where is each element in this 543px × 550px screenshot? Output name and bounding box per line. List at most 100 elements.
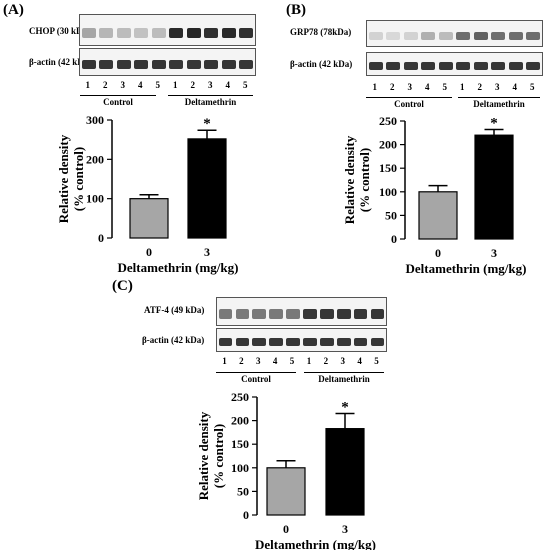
- lane-number: 3: [407, 82, 413, 92]
- blot-band: [204, 27, 219, 38]
- blot-band: [370, 309, 385, 319]
- lane-number: 3: [120, 80, 126, 90]
- blot-band: [169, 59, 184, 69]
- significance-marker: *: [490, 115, 498, 131]
- panel-a-target-label: CHOP (30 kDa): [29, 26, 91, 36]
- lane-number: 5: [374, 356, 379, 366]
- blot-band: [218, 309, 233, 319]
- blot-band: [526, 31, 541, 40]
- lane-number: 2: [323, 356, 329, 366]
- y-axis-label: Relative density(% control): [56, 134, 86, 223]
- lane-number: 1: [85, 80, 91, 90]
- blot-band: [235, 309, 250, 319]
- blot-band: [269, 309, 283, 319]
- y-tick-label: 200: [86, 152, 104, 166]
- blot-band: [116, 59, 131, 69]
- y-tick-label: 100: [86, 192, 104, 206]
- lane-number: 2: [390, 82, 395, 92]
- blot-band: [286, 309, 300, 319]
- blot-band: [456, 31, 471, 40]
- blot-band: [320, 338, 334, 346]
- panel-b-target-label: GRP78 (78kDa): [290, 27, 352, 37]
- blot-band: [252, 309, 266, 319]
- lane-number: 4: [272, 356, 278, 366]
- significance-marker: *: [341, 400, 349, 416]
- lane-number: 5: [243, 80, 248, 90]
- blot-band: [421, 62, 436, 70]
- lane-number: 1: [173, 80, 178, 90]
- blot-band: [336, 309, 351, 319]
- x-tick-label: 0: [435, 246, 441, 260]
- lane-number: 1: [222, 356, 227, 366]
- blot-band: [81, 27, 96, 38]
- panel-b-letter: (B): [286, 2, 306, 18]
- y-tick-label: 150: [379, 161, 397, 175]
- panel-c-treated-label: Deltamethrin: [318, 374, 370, 384]
- lane-number: 2: [190, 80, 196, 90]
- blot-band: [508, 62, 523, 70]
- blot-band: [303, 309, 317, 319]
- x-tick-label: 0: [283, 522, 289, 536]
- blot-band: [403, 31, 418, 40]
- blot-band: [151, 27, 166, 38]
- panel-c-treated-line: [304, 372, 384, 373]
- panel-a-actin-blot: [79, 48, 256, 76]
- panel-c-control-line: [216, 372, 296, 373]
- y-tick-label: 250: [379, 114, 397, 128]
- blot-band: [336, 338, 351, 346]
- blot-band: [99, 27, 114, 38]
- lane-number: 3: [340, 356, 346, 366]
- x-tick-label: 3: [491, 246, 497, 260]
- blot-band: [286, 338, 300, 346]
- blot-band: [186, 27, 201, 38]
- y-tick-label: 50: [237, 484, 249, 498]
- blot-band: [370, 338, 385, 346]
- bar: [474, 134, 514, 240]
- x-axis-label: Deltamethrin (mg/kg): [118, 260, 239, 275]
- blot-band: [235, 338, 250, 346]
- lane-number: 5: [530, 82, 535, 92]
- lane-number: 1: [372, 82, 378, 92]
- lane-number: 4: [425, 82, 430, 92]
- lane-number: 2: [239, 356, 244, 366]
- blot-band: [508, 31, 523, 40]
- blot-band: [99, 59, 114, 69]
- blot-band: [526, 62, 541, 70]
- blot-band: [491, 62, 506, 70]
- lane-number: 4: [225, 80, 231, 90]
- lane-number: 3: [495, 82, 500, 92]
- panel-c-actin-label: β-actin (42 kDa): [142, 335, 205, 345]
- panel-c-actin-blot: [216, 328, 387, 352]
- panel-b-control-label: Control: [394, 99, 424, 109]
- panel-b-bar-chart: 0 50 100 150 200 250 Relative density(% contro…: [342, 114, 526, 276]
- panel-c-bar-chart: 0 50 100 150 200 250 Relative density(% contro…: [196, 390, 376, 550]
- blot-band: [239, 59, 254, 69]
- lane-number: 5: [155, 80, 161, 90]
- lane-number: 2: [477, 82, 483, 92]
- blot-band: [134, 27, 149, 38]
- blot-band: [456, 62, 471, 70]
- significance-marker: *: [203, 116, 211, 132]
- y-tick-label: 100: [231, 461, 249, 475]
- blot-band: [303, 338, 317, 346]
- y-tick-label: 50: [385, 208, 397, 222]
- lane-number: 4: [512, 82, 518, 92]
- x-axis-label: Deltamethrin (mg/kg): [255, 537, 376, 550]
- blot-band: [269, 338, 283, 346]
- blot-band: [491, 31, 506, 40]
- lane-number: 4: [357, 356, 362, 366]
- blot-band: [221, 27, 236, 38]
- panel-b-treated-line: [458, 97, 540, 98]
- panel-c-target-label: ATF-4 (49 kDa): [144, 305, 205, 315]
- bar: [266, 467, 306, 516]
- lane-number: 1: [460, 82, 465, 92]
- panel-b-target-blot: [366, 20, 543, 47]
- panel-b-control-line: [366, 97, 452, 98]
- blot-band: [353, 309, 368, 319]
- blot-band: [151, 59, 166, 69]
- blot-band: [386, 31, 401, 40]
- x-tick-label: 0: [146, 245, 152, 259]
- blot-band: [320, 309, 334, 319]
- blot-band: [204, 59, 219, 69]
